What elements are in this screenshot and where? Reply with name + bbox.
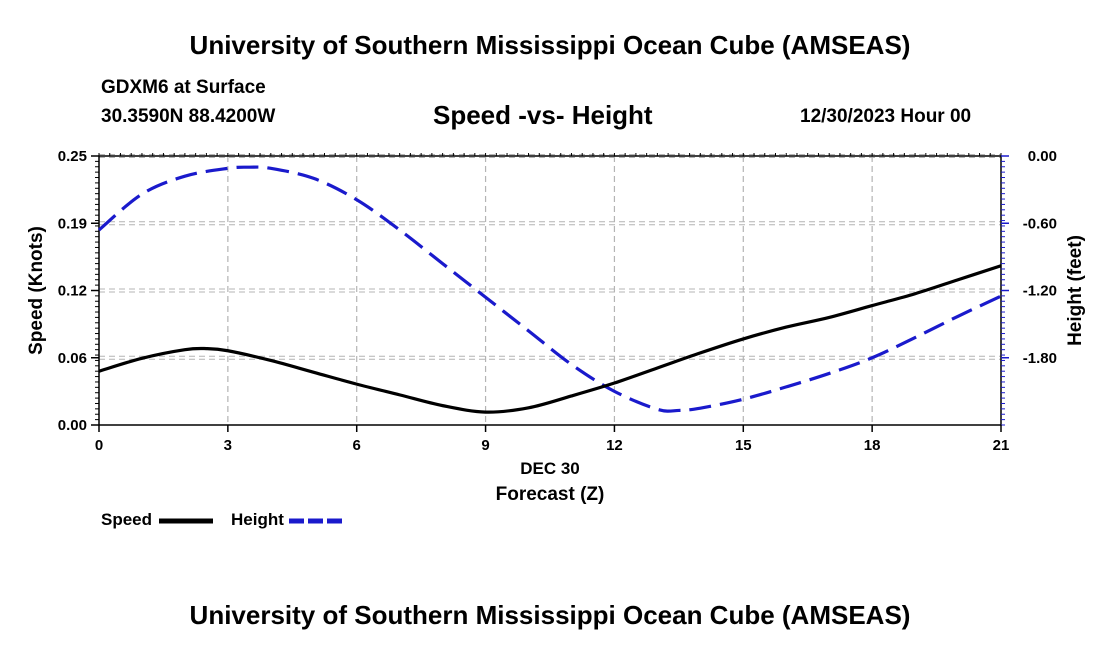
legend-height: Height [231,510,343,530]
bottom-title: University of Southern Mississippi Ocean… [189,600,911,630]
x-tick-label-1: 3 [224,437,232,454]
plot-frame [98,155,1002,426]
chart-title: Speed -vs- Height [433,100,653,130]
station-coordinates: 30.3590N 88.4200W [101,106,276,127]
y-tick-label-1: 0.06 [58,350,87,367]
legend-height-swatch [288,518,343,524]
speed-series-line [98,264,1002,414]
y-axis-label: Speed (Knots) [26,226,47,355]
x-axis-date-label: DEC 30 [520,459,580,478]
station-name: GDXM6 at Surface [101,77,266,98]
y2-axis-label: Height (feet) [1065,235,1086,346]
legend-speed-swatch [158,518,213,524]
x-tick-label-3: 9 [481,437,489,454]
x-tick-label-2: 6 [353,437,361,454]
legend-speed: Speed [101,510,213,530]
axis-ticks: 0 3 6 9 12 15 18 21 0.00 0.06 0.12 0.19 0.25 0.00 -0.6… [58,148,1057,454]
x-axis-label: Forecast (Z) [496,484,605,505]
x-tick-label-6: 18 [864,437,881,454]
legend-height-label: Height [231,510,284,529]
x-tick-label-7: 21 [993,437,1010,454]
x-tick-label-4: 12 [606,437,623,454]
top-title: University of Southern Mississippi Ocean… [189,30,911,60]
x-tick-label-0: 0 [95,437,103,454]
y2-tick-label-2: -1.20 [1023,283,1057,300]
y-tick-label-2: 0.12 [58,283,87,300]
x-tick-label-5: 15 [735,437,752,454]
y2-tick-label-0: 0.00 [1028,148,1057,165]
height-series-line [97,165,1002,413]
legend-speed-label: Speed [101,510,153,529]
grid [99,153,1001,425]
y2-tick-label-1: -0.60 [1023,215,1057,232]
y-tick-label-0: 0.00 [58,417,87,434]
forecast-date: 12/30/2023 Hour 00 [800,106,972,127]
y-tick-label-3: 0.19 [58,215,87,232]
y2-tick-label-3: -1.80 [1023,350,1057,367]
y-tick-label-4: 0.25 [58,148,87,165]
